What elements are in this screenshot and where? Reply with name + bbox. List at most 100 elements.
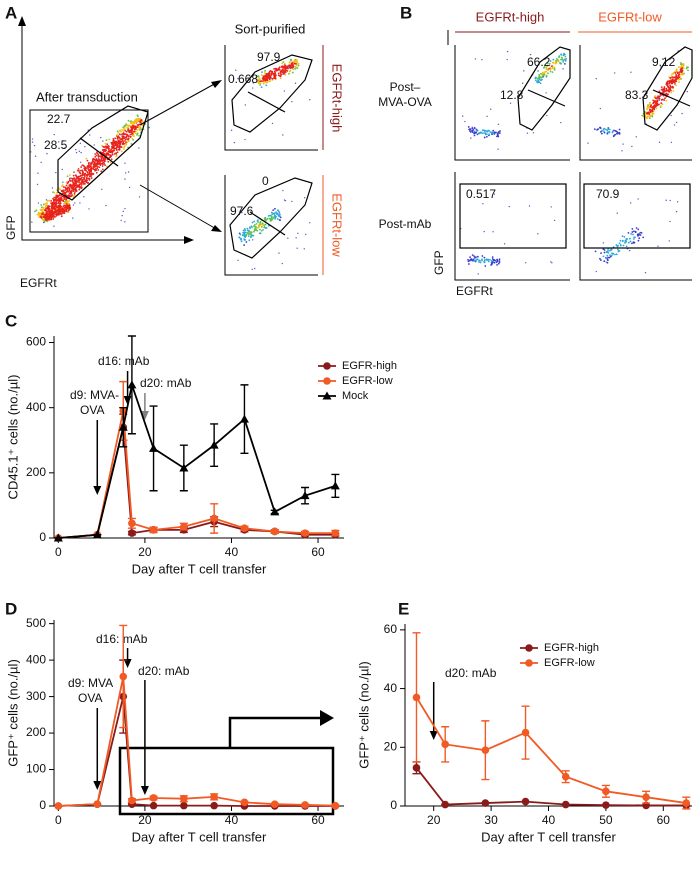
dot [112, 137, 115, 140]
dot [632, 238, 635, 240]
group-label: EGFRt-low [330, 193, 345, 257]
dot [244, 238, 247, 241]
dot [235, 69, 237, 71]
y-axis-label: CD45.1⁺ cells (no./µl) [5, 375, 20, 500]
dot [59, 202, 62, 205]
dot [124, 207, 126, 210]
dot [487, 260, 490, 263]
marker [239, 414, 249, 423]
dot [309, 222, 311, 224]
dot [479, 261, 482, 264]
dot [478, 259, 481, 262]
dot [81, 180, 83, 183]
dot [87, 182, 90, 184]
dot [467, 258, 469, 261]
dot [606, 258, 609, 261]
marker [561, 800, 570, 809]
dot [54, 201, 57, 204]
dot [115, 155, 118, 158]
dot [661, 58, 664, 60]
dot [281, 65, 283, 68]
dot [131, 121, 134, 123]
dot [646, 108, 648, 111]
dot [624, 240, 627, 242]
dot [125, 123, 128, 126]
dot [57, 201, 60, 204]
dot [260, 225, 263, 228]
dot [102, 145, 105, 148]
dot [97, 169, 100, 171]
dot [283, 62, 286, 65]
dot [53, 225, 55, 227]
dot [665, 99, 668, 102]
dot [481, 58, 483, 61]
dot [563, 52, 565, 55]
dot [493, 193, 496, 195]
dot [126, 126, 129, 129]
dot [60, 215, 63, 218]
marker [331, 801, 340, 810]
dot [104, 157, 107, 160]
dot [136, 132, 139, 135]
dot [662, 95, 665, 97]
dot [121, 214, 123, 217]
dot [656, 99, 659, 102]
dot [536, 80, 539, 83]
dot [656, 104, 659, 107]
dot [296, 247, 298, 249]
y-tick-label: 200 [26, 465, 46, 479]
dot [51, 202, 54, 204]
dot [47, 213, 49, 216]
dot [31, 141, 34, 143]
dot [46, 210, 49, 213]
dot [104, 164, 107, 167]
gate [517, 46, 571, 131]
y-axis-label: GFP [432, 250, 446, 275]
dot [284, 66, 287, 69]
dot [31, 138, 34, 140]
dot [80, 187, 83, 190]
dot [61, 184, 64, 187]
dot [50, 205, 53, 208]
dot [675, 121, 678, 124]
dot [112, 141, 115, 144]
dot [543, 73, 546, 76]
dot [303, 248, 305, 250]
dot [41, 210, 44, 213]
dot [614, 130, 617, 132]
dot [48, 207, 51, 210]
dot [545, 68, 548, 71]
dot [80, 184, 83, 186]
dot [70, 192, 73, 195]
dot [614, 253, 616, 256]
dot [254, 226, 257, 228]
dot [468, 128, 471, 131]
panel-letter: C [5, 311, 17, 330]
plot-frame [29, 109, 149, 233]
dot [116, 151, 119, 154]
dot [546, 62, 549, 65]
dot [475, 128, 478, 131]
dot [685, 67, 688, 70]
dot [261, 71, 263, 73]
dot [244, 104, 247, 106]
dot [538, 81, 541, 84]
dot [652, 107, 655, 110]
dot [100, 156, 102, 158]
dot [666, 80, 669, 83]
dot [55, 214, 58, 217]
dot [93, 144, 95, 146]
dot [616, 245, 619, 248]
dot [86, 166, 89, 168]
dot [553, 66, 556, 69]
dot [669, 77, 672, 80]
dot [72, 204, 75, 206]
dot [40, 161, 42, 164]
dot [469, 131, 472, 133]
dot [113, 152, 116, 155]
dot [616, 212, 618, 214]
dot [74, 182, 77, 185]
dot [262, 78, 265, 81]
dot [682, 73, 684, 76]
dot [467, 126, 470, 128]
